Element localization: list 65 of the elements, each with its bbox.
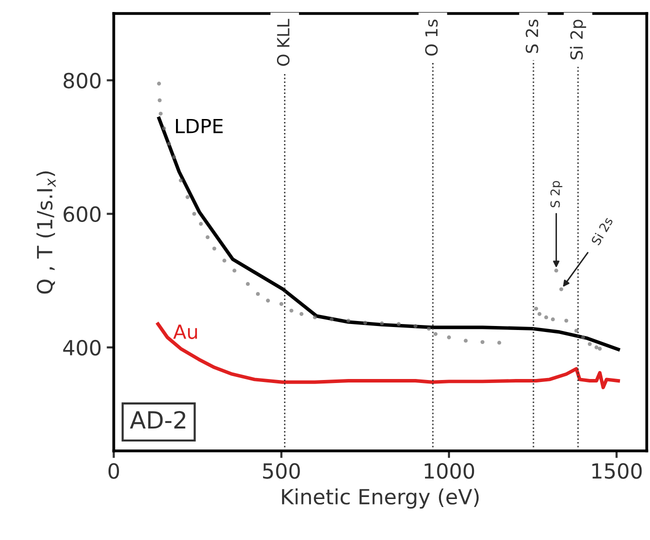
point <box>222 258 226 263</box>
point <box>544 315 548 320</box>
point <box>158 112 163 116</box>
point <box>538 312 542 316</box>
point <box>158 98 162 102</box>
point <box>206 235 210 240</box>
point <box>480 340 484 344</box>
point <box>534 306 538 311</box>
y-tick-label: 600 <box>64 206 101 222</box>
point <box>312 315 317 320</box>
point <box>198 222 203 226</box>
point <box>396 322 401 326</box>
point <box>178 178 183 182</box>
point <box>564 318 568 323</box>
x-tick-label: 0 <box>108 463 119 479</box>
point <box>447 335 451 340</box>
line-series <box>156 322 620 390</box>
ref-line-label: S 2s <box>526 20 538 53</box>
point <box>232 268 236 273</box>
y-tick-label: 400 <box>63 340 101 356</box>
ref-line-label: Si 2p <box>570 20 586 60</box>
point <box>413 324 418 328</box>
point <box>246 282 250 286</box>
point <box>289 308 294 313</box>
annotation: AD-2 <box>130 410 186 428</box>
annotation: Si 2s <box>590 216 614 246</box>
x-tick-label: 1500 <box>592 463 642 479</box>
point <box>554 268 558 273</box>
y-tick-label: 800 <box>64 72 101 88</box>
point <box>162 126 166 130</box>
point <box>559 287 564 292</box>
point <box>266 298 270 303</box>
point <box>212 246 216 251</box>
series-label: Au <box>173 324 197 340</box>
point <box>497 340 502 345</box>
point <box>574 328 578 333</box>
x-tick-label: 500 <box>263 463 300 479</box>
x-tick-label: 1000 <box>424 463 474 479</box>
point <box>588 342 592 346</box>
y-axis-title: Q , T (1/s.I$_{x}$) <box>36 171 56 294</box>
annotation: S 2p <box>550 180 562 208</box>
point <box>594 345 598 350</box>
line-series <box>157 116 620 352</box>
point <box>598 346 602 351</box>
point <box>300 312 304 316</box>
point <box>581 335 586 340</box>
ref-line-label: O KLL <box>276 18 290 66</box>
point <box>192 212 196 216</box>
ref-line-label: O 1s <box>425 20 438 56</box>
point <box>346 318 350 323</box>
point <box>426 326 431 331</box>
point <box>434 332 438 336</box>
point <box>256 292 260 296</box>
point <box>363 320 368 325</box>
series-label: LDPE <box>176 118 223 134</box>
x-axis-title: Kinetic Energy (eV) <box>282 488 479 509</box>
point <box>380 321 384 326</box>
point <box>157 82 161 86</box>
point <box>186 195 190 200</box>
point <box>330 317 334 322</box>
point <box>464 338 468 343</box>
point <box>550 317 555 322</box>
point <box>167 142 172 146</box>
point <box>172 155 176 160</box>
point <box>279 302 284 306</box>
